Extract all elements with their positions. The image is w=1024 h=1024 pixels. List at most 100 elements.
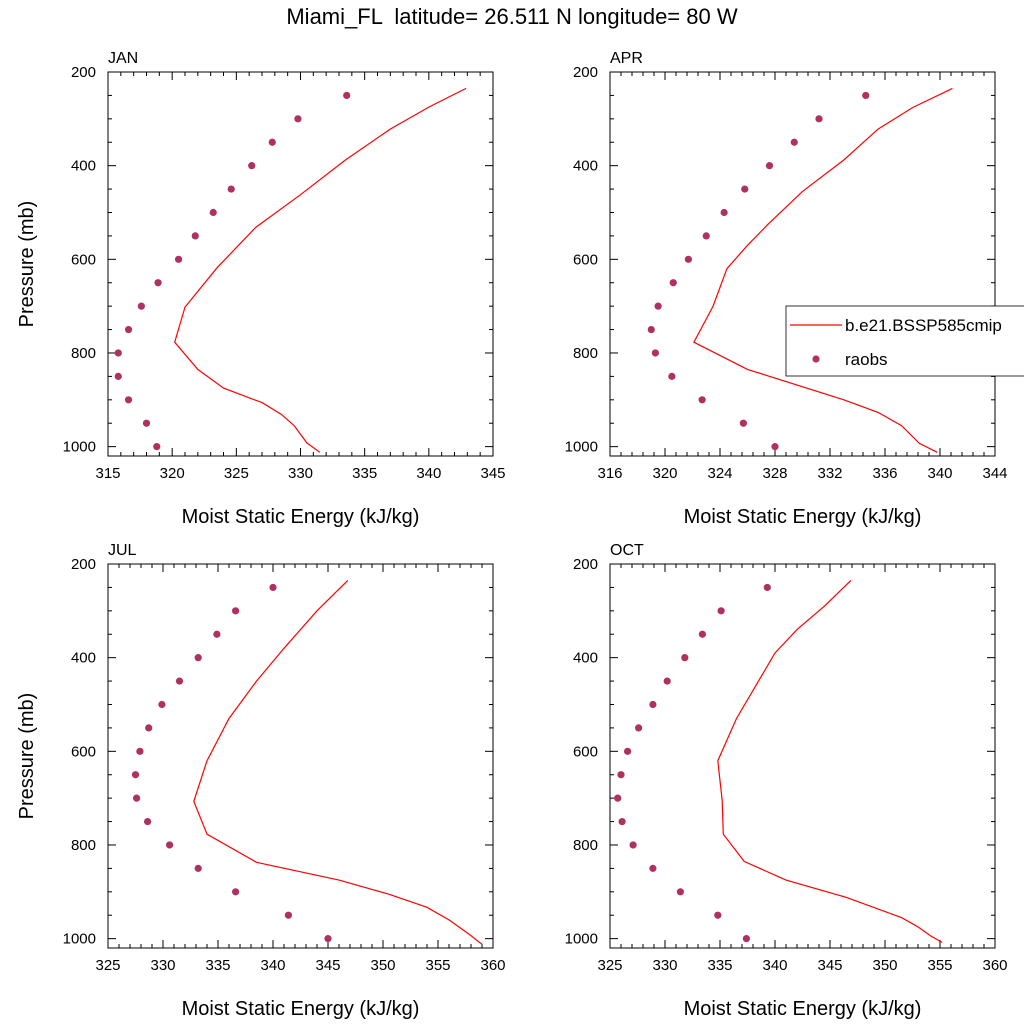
panel-title-jan: JAN xyxy=(108,50,138,67)
x-tick-label: 360 xyxy=(480,957,505,974)
x-tick-label: 315 xyxy=(95,465,120,482)
raobs-marker xyxy=(668,372,676,380)
raobs-marker xyxy=(790,138,798,146)
x-tick-label: 330 xyxy=(652,957,677,974)
raobs-marker xyxy=(815,115,823,123)
raobs-marker xyxy=(698,630,707,638)
raobs-marker xyxy=(114,372,122,380)
x-tick-label: 355 xyxy=(927,957,952,974)
raobs-marker xyxy=(158,700,166,709)
y-tick-label: 600 xyxy=(573,251,598,268)
y-tick-label: 400 xyxy=(573,650,598,667)
raobs-marker xyxy=(194,654,202,662)
figure-title: Miami_FL latitude= 26.511 N longitude= 8… xyxy=(286,4,738,29)
raobs-marker xyxy=(617,771,625,779)
raobs-marker xyxy=(324,935,332,943)
model-series-line xyxy=(717,579,943,943)
raobs-marker xyxy=(209,208,217,217)
raobs-marker xyxy=(618,817,626,826)
raobs-marker xyxy=(663,677,671,685)
x-tick-label: 355 xyxy=(425,957,450,974)
x-tick-label: 330 xyxy=(150,957,175,974)
y-tick-label: 800 xyxy=(71,345,96,362)
x-tick-label: 336 xyxy=(872,465,897,482)
x-tick-label: 335 xyxy=(707,957,732,974)
x-tick-label: 332 xyxy=(817,465,842,482)
raobs-marker xyxy=(166,841,174,849)
x-tick-label: 320 xyxy=(160,465,185,482)
x-tick-label: 344 xyxy=(982,465,1007,482)
y-tick-label: 200 xyxy=(71,64,96,81)
legend: b.e21.BSSP585cmip raobs xyxy=(785,305,1024,377)
raobs-marker xyxy=(248,162,256,170)
raobs-marker xyxy=(268,138,276,146)
y-tick-label: 1000 xyxy=(565,439,598,456)
x-tick-label: 345 xyxy=(817,957,842,974)
x-tick-label: 320 xyxy=(652,465,677,482)
panel-apr: 316 320 324 328 332 336 340 344 200 400 600 800 1000… xyxy=(565,50,1008,528)
raobs-marker xyxy=(133,794,141,802)
x-tick-label: 340 xyxy=(260,957,285,974)
x-tick-label: 335 xyxy=(352,465,377,482)
raobs-marker xyxy=(763,583,771,592)
panel-title-jul: JUL xyxy=(108,542,137,559)
raobs-marker xyxy=(174,255,183,263)
plot-frame xyxy=(107,71,494,457)
raobs-marker xyxy=(114,349,122,357)
raobs-marker xyxy=(629,841,637,849)
raobs-marker xyxy=(153,443,161,451)
plot-frame xyxy=(609,563,996,949)
raobs-marker xyxy=(131,771,140,779)
raobs-marker xyxy=(124,325,133,334)
raobs-marker xyxy=(227,185,235,193)
x-axis-label: Moist Static Energy (kJ/kg) xyxy=(684,506,922,528)
raobs-marker xyxy=(717,607,725,615)
model-series-line xyxy=(174,87,467,453)
raobs-marker xyxy=(142,419,151,427)
raobs-marker xyxy=(676,888,685,896)
model-series-line xyxy=(693,87,953,453)
y-tick-label: 400 xyxy=(573,158,598,175)
raobs-marker xyxy=(294,115,302,123)
y-tick-label: 400 xyxy=(71,158,96,175)
raobs-marker xyxy=(647,325,655,334)
panel-title-apr: APR xyxy=(610,50,643,67)
raobs-marker xyxy=(765,162,774,170)
raobs-marker xyxy=(742,935,751,943)
x-axis-label: Moist Static Energy (kJ/kg) xyxy=(182,998,420,1020)
raobs-marker xyxy=(862,91,870,100)
x-tick-label: 350 xyxy=(872,957,897,974)
raobs-marker xyxy=(649,864,657,872)
x-tick-label: 324 xyxy=(707,465,732,482)
legend-raobs-marker xyxy=(812,355,820,363)
x-tick-label: 325 xyxy=(224,465,249,482)
raobs-marker xyxy=(154,279,162,287)
x-tick-label: 325 xyxy=(95,957,120,974)
model-series-line xyxy=(193,579,483,945)
panel-title-oct: OCT xyxy=(610,542,644,559)
y-tick-label: 800 xyxy=(71,837,96,854)
legend-box xyxy=(785,305,1024,377)
y-tick-label: 200 xyxy=(573,64,598,81)
y-tick-label: 1000 xyxy=(565,931,598,948)
y-tick-label: 200 xyxy=(573,556,598,573)
y-axis-label: Pressure (mb) xyxy=(16,201,38,328)
raobs-marker xyxy=(124,396,133,404)
raobs-marker xyxy=(137,302,145,310)
raobs-marker xyxy=(232,888,240,896)
legend-raobs-label: raobs xyxy=(845,350,888,369)
raobs-marker xyxy=(649,700,657,709)
x-tick-label: 335 xyxy=(205,957,230,974)
raobs-marker xyxy=(654,302,662,310)
y-tick-label: 600 xyxy=(71,743,96,760)
raobs-marker xyxy=(269,583,277,592)
raobs-marker xyxy=(175,677,184,685)
raobs-marker xyxy=(698,396,706,404)
x-tick-label: 340 xyxy=(416,465,441,482)
x-tick-label: 325 xyxy=(597,957,622,974)
panel-jan: 315 320 325 330 335 340 345 200 400 600 800 1000 JAN… xyxy=(16,50,506,528)
raobs-marker xyxy=(614,794,622,802)
raobs-marker xyxy=(651,349,659,357)
raobs-marker xyxy=(669,279,677,287)
y-axis-label: Pressure (mb) xyxy=(16,693,38,820)
